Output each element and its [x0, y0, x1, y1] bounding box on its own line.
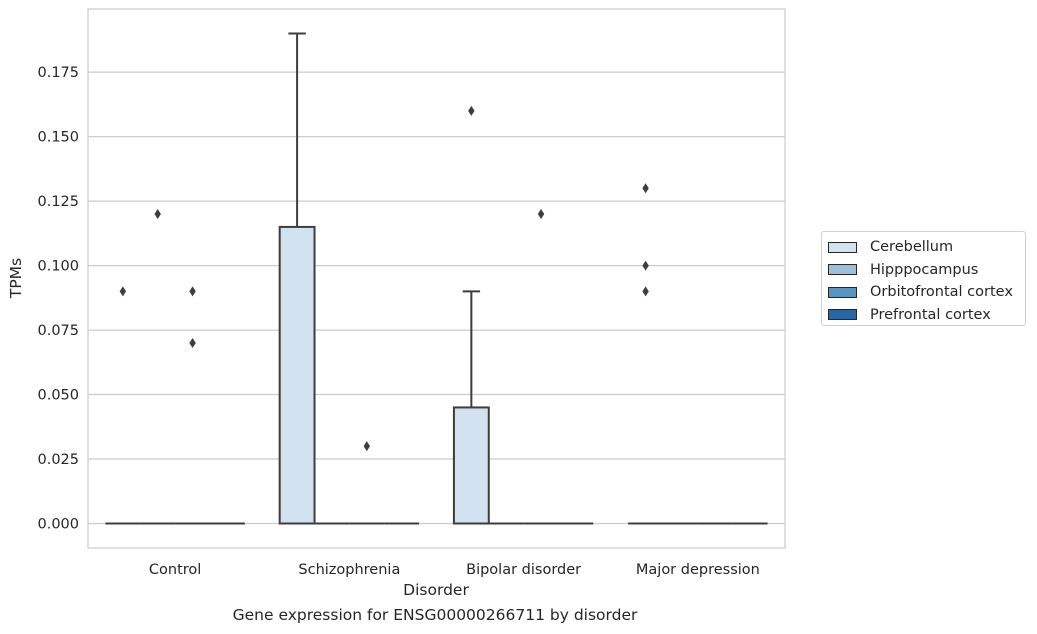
chart-caption: Gene expression for ENSG00000266711 by d…	[232, 606, 638, 624]
gridlines	[88, 71, 785, 525]
legend-item-prefrontal-cortex: Prefrontal cortex	[828, 304, 1025, 327]
outlier-point	[642, 286, 649, 297]
y-tick-label: 0.150	[37, 130, 79, 146]
legend-item-cerebellum: Cerebellum	[828, 236, 1025, 259]
x-tick-label: Schizophrenia	[298, 562, 400, 578]
x-axis-label: Disorder	[403, 581, 469, 599]
y-tick-label: 0.175	[37, 65, 79, 81]
box-plot-marks	[105, 32, 768, 525]
outlier-point	[642, 183, 649, 194]
y-tick-label: 0.100	[37, 259, 79, 275]
y-tick-label: 0.050	[37, 388, 79, 404]
legend-label: Cerebellum	[870, 239, 954, 256]
legend-swatch	[828, 286, 857, 298]
outlier-point	[119, 286, 127, 297]
box	[278, 225, 316, 525]
legend-swatch	[828, 264, 857, 276]
outlier-point	[468, 105, 475, 116]
outlier-points	[119, 105, 649, 452]
plot-frame	[87, 8, 786, 549]
outlier-point	[537, 209, 545, 220]
box	[452, 406, 490, 525]
x-tick-label: Control	[149, 562, 201, 578]
y-tick-labels: 0.000 0.025 0.050 0.075 0.100 0.125 0.150 0.175	[37, 65, 79, 532]
y-tick-label: 0.125	[37, 194, 79, 210]
outlier-point	[189, 286, 196, 297]
x-tick-label: Major depression	[636, 562, 760, 578]
outlier-point	[363, 441, 370, 452]
legend-item-orbitofrontal-cortex: Orbitofrontal cortex	[828, 281, 1025, 304]
legend-swatch	[828, 309, 857, 321]
legend-label: Orbitofrontal cortex	[870, 284, 1013, 301]
y-tick-label: 0.025	[37, 452, 79, 468]
y-axis-label: TPMs	[7, 258, 25, 299]
outlier-point	[642, 260, 649, 271]
x-tick-label: Bipolar disorder	[466, 562, 581, 578]
legend-label: Prefrontal cortex	[870, 306, 991, 323]
legend-label: Hipppocampus	[870, 261, 979, 278]
x-tick-labels: Control Schizophrenia Bipolar disorder Majo…	[149, 562, 760, 578]
legend-item-hippocampus: Hipppocampus	[828, 259, 1025, 282]
legend-swatch	[828, 241, 857, 253]
outlier-point	[189, 337, 196, 348]
outlier-point	[154, 209, 161, 220]
legend: Cerebellum Hipppocampus Orbitofrontal co…	[821, 231, 1026, 326]
y-tick-label: 0.075	[37, 323, 79, 339]
y-tick-label: 0.000	[37, 517, 79, 533]
